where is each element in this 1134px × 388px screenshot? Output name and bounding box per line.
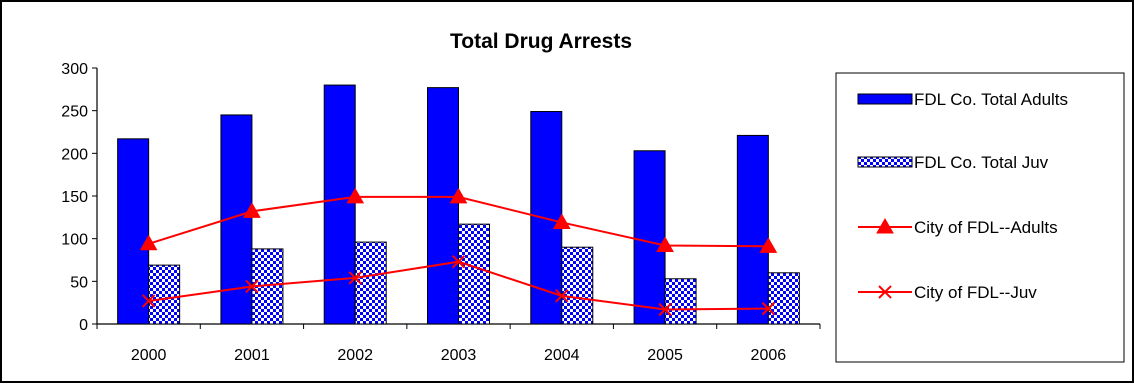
bar-adults (736, 134, 769, 325)
legend-swatch (857, 156, 913, 168)
bar-juv (664, 278, 697, 325)
bar-juv (561, 246, 594, 325)
chart-title: Total Drug Arrests (450, 30, 632, 53)
y-tick-label: 150 (61, 189, 88, 206)
x-tick-label: 2000 (131, 347, 167, 364)
y-tick-label: 250 (61, 104, 88, 121)
triangle-marker (346, 187, 365, 204)
x-tick-label: 2003 (441, 347, 477, 364)
triangle-marker (449, 187, 468, 204)
y-tick-label: 50 (70, 274, 88, 291)
legend-label: City of FDL--Adults (914, 218, 1058, 237)
x-marker (555, 289, 569, 303)
x-tick-label: 2005 (647, 347, 683, 364)
x-tick-label: 2006 (751, 347, 787, 364)
x-marker (245, 279, 259, 294)
bar-adults (633, 150, 666, 325)
triangle-marker (552, 213, 571, 229)
triangle-marker (139, 234, 158, 251)
triangle-marker (759, 237, 778, 253)
bar-adults (117, 138, 150, 325)
bar-adults (427, 87, 459, 325)
bar-juv (767, 272, 800, 325)
x-marker (141, 294, 156, 308)
legend-box (835, 72, 1125, 363)
bar-juv (458, 223, 490, 325)
x-tick-label: 2004 (544, 347, 580, 364)
y-tick-label: 300 (61, 61, 88, 78)
x-marker (878, 285, 892, 299)
bar-adults (323, 84, 356, 325)
legend-label: FDL Co. Total Juv (914, 153, 1049, 172)
x-marker (451, 254, 466, 269)
y-tick-label: 200 (61, 146, 88, 163)
triangle-marker (243, 202, 261, 218)
bar-juv (148, 264, 181, 325)
triangle-marker (876, 217, 894, 234)
legend-label: FDL Co. Total Adults (914, 90, 1068, 109)
y-tick-label: 0 (79, 317, 88, 334)
y-tick-label: 100 (61, 232, 88, 249)
legend-swatch (857, 93, 913, 105)
legend-label: City of FDL--Juv (914, 283, 1037, 302)
x-marker (348, 271, 362, 285)
x-marker (658, 302, 672, 317)
x-tick-label: 2001 (234, 347, 270, 364)
x-tick-label: 2002 (337, 347, 373, 364)
x-marker (761, 301, 776, 316)
triangle-marker (656, 236, 674, 252)
